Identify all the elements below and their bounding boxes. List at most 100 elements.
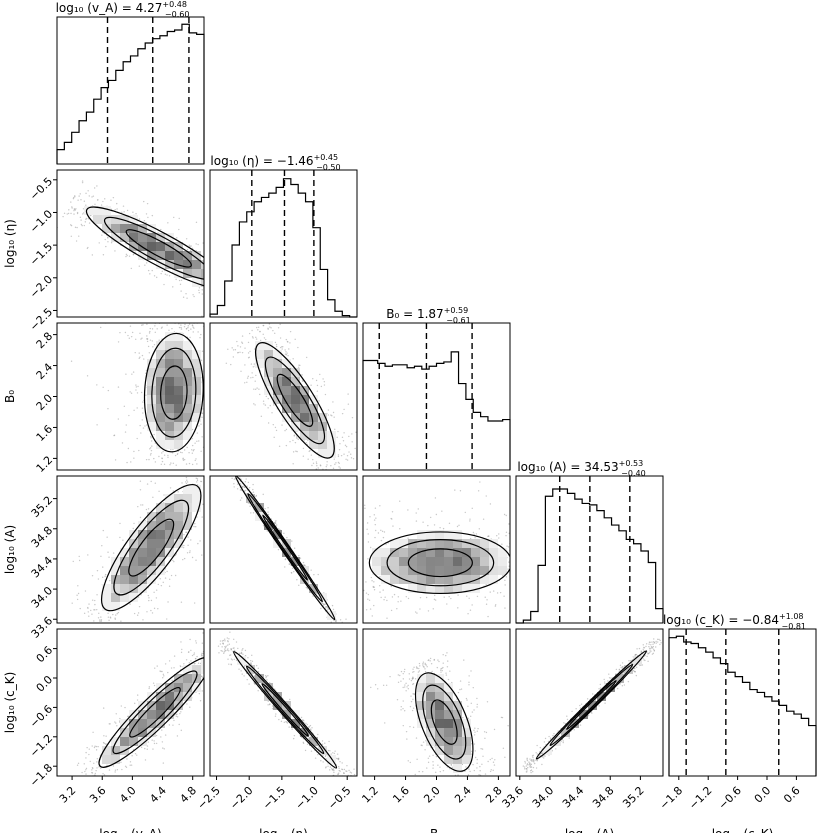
density-cell [147, 413, 156, 422]
scatter-point [301, 380, 304, 382]
scatter-point [478, 528, 481, 530]
scatter-point [197, 473, 198, 474]
scatter-point [399, 528, 401, 530]
scatter-point [96, 569, 99, 572]
scatter-point [239, 277, 240, 278]
scatter-point [487, 760, 489, 763]
scatter-point [152, 346, 154, 348]
scatter-point [504, 584, 506, 586]
scatter-point [263, 337, 266, 339]
scatter-point [321, 602, 324, 605]
scatter-point [389, 675, 391, 678]
scatter-point [301, 736, 303, 739]
scatter-point [211, 645, 212, 646]
scatter-point [235, 473, 236, 474]
scatter-point [127, 715, 129, 718]
scatter-point [329, 750, 331, 752]
density-cell [120, 575, 129, 584]
scatter-point [73, 209, 75, 212]
scatter-point [459, 490, 462, 492]
scatter-point [235, 280, 236, 281]
scatter-point [334, 463, 336, 466]
scatter-point [349, 771, 352, 773]
scatter-point [96, 384, 98, 386]
scatter-point [211, 272, 212, 273]
scatter-point [238, 652, 241, 654]
scatter-point [173, 667, 175, 669]
scatter-point [252, 366, 255, 368]
scatter-point [163, 283, 165, 286]
density-cell [453, 710, 462, 719]
density-cell [174, 386, 183, 395]
scatter-point [383, 531, 386, 533]
scatter-point [230, 647, 232, 650]
scatter-point [224, 640, 226, 642]
scatter-point [154, 325, 156, 327]
scatter-point [345, 445, 348, 448]
density-cell [183, 521, 192, 530]
scatter-point [224, 549, 225, 550]
scatter-point [342, 440, 345, 442]
density-cell [129, 557, 138, 566]
scatter-point [474, 731, 476, 733]
scatter-point [251, 336, 254, 338]
scatter-point [415, 520, 418, 522]
scatter-point [343, 408, 345, 411]
density-cell [300, 386, 309, 395]
scatter-point [253, 363, 256, 365]
scatter-point [511, 535, 512, 536]
density-cell [147, 539, 156, 548]
scatter-point [333, 771, 335, 774]
density-cell [480, 548, 489, 557]
scatter-point [306, 743, 309, 745]
scatter-point [240, 670, 242, 672]
scatter-point [346, 459, 349, 461]
scatter-point [107, 237, 109, 239]
scatter-point [299, 364, 301, 367]
scatter-point [147, 216, 149, 219]
scatter-point [466, 699, 468, 701]
scatter-point [252, 483, 254, 486]
scatter-point [78, 195, 80, 197]
scatter-point [323, 384, 326, 386]
scatter-point [470, 670, 472, 672]
scatter-point [265, 675, 268, 678]
scatter-point [302, 455, 305, 457]
scatter-point [236, 265, 237, 266]
scatter-point [179, 712, 181, 715]
scatter-point [337, 758, 339, 760]
scatter-point [484, 596, 486, 598]
scatter-point [337, 430, 339, 433]
scatter-point [234, 472, 235, 473]
scatter-point [405, 595, 407, 598]
scatter-point [512, 597, 513, 598]
density-cell [138, 521, 147, 530]
scatter-point [182, 458, 184, 460]
scatter-point [364, 504, 366, 506]
density-cell [138, 584, 147, 593]
scatter-point [136, 754, 138, 756]
scatter-point [174, 454, 177, 457]
scatter-point [491, 757, 493, 760]
scatter-point [84, 590, 87, 592]
scatter-point [230, 363, 232, 366]
scatter-point [336, 436, 338, 439]
scatter-point [185, 463, 188, 465]
scatter-point [257, 329, 259, 331]
scatter-point [440, 781, 441, 782]
panel-frame [209, 475, 358, 624]
scatter-point [291, 728, 293, 730]
scatter-point [120, 638, 121, 639]
scatter-point [350, 772, 353, 774]
scatter-point [188, 651, 190, 653]
density-cell [300, 422, 309, 431]
scatter-point [187, 457, 188, 458]
density-cell [435, 539, 444, 548]
scatter-point [224, 275, 225, 276]
scatter-point [358, 555, 359, 556]
pair-panel-log_cK-vs-log_vA [56, 628, 212, 781]
scatter-point [302, 742, 305, 745]
scatter-point [101, 780, 102, 781]
scatter-point [193, 652, 196, 654]
scatter-point [139, 424, 141, 427]
